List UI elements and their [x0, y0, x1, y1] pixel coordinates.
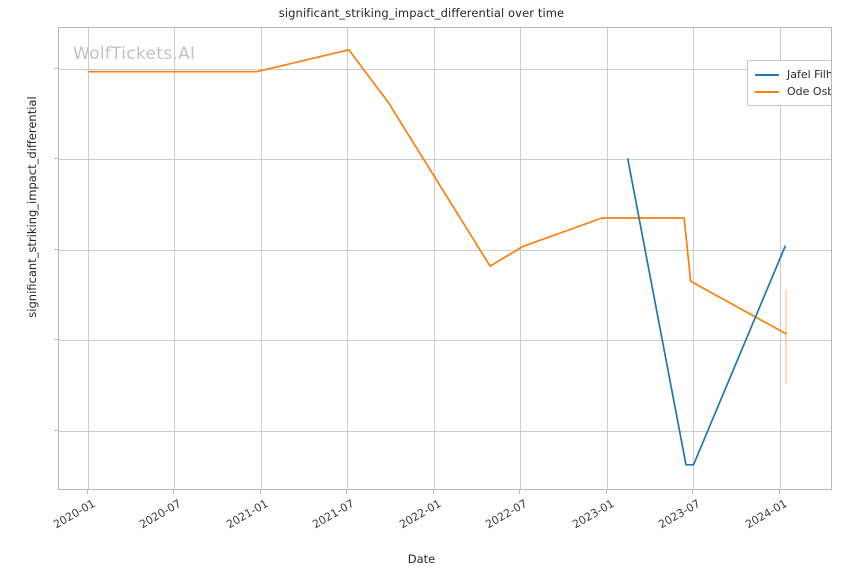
xtick-label: 2021-01: [224, 497, 271, 532]
ytick-mark: [54, 68, 58, 69]
y-axis-label: significant_striking_impact_differential: [25, 96, 39, 318]
xtick-label: 2021-07: [310, 497, 357, 532]
gridline-horizontal: [59, 431, 831, 432]
xtick-label: 2020-01: [51, 497, 98, 532]
gridline-vertical: [520, 28, 521, 489]
series-line-ode-osbourne: [88, 48, 787, 335]
ytick-mark: [54, 339, 58, 340]
ytick-mark: [54, 249, 58, 250]
xtick-label: 2023-07: [656, 497, 703, 532]
gridline-vertical: [88, 28, 89, 489]
xtick-label: 2023-01: [570, 497, 617, 532]
chart-legend: Jafel Filho Ode Osbourne: [747, 60, 831, 106]
legend-item-jafel-filho[interactable]: Jafel Filho: [755, 66, 831, 83]
gridline-vertical: [607, 28, 608, 489]
gridline-horizontal: [59, 159, 831, 160]
ytick-mark: [54, 158, 58, 159]
xtick-mark: [87, 490, 88, 494]
gridline-vertical: [174, 28, 175, 489]
x-axis-label: Date: [407, 552, 436, 566]
gridline-vertical: [434, 28, 435, 489]
xtick-label: 2022-01: [397, 497, 444, 532]
xtick-mark: [260, 490, 261, 494]
legend-swatch-orange: [755, 90, 779, 93]
gridline-vertical: [693, 28, 694, 489]
gridline-horizontal: [59, 69, 831, 70]
xtick-mark: [433, 490, 434, 494]
legend-swatch-blue: [755, 73, 779, 76]
xtick-mark: [692, 490, 693, 494]
xtick-label: 2020-07: [137, 497, 184, 532]
gridline-vertical: [261, 28, 262, 489]
series-plot: [88, 48, 787, 466]
xtick-mark: [346, 490, 347, 494]
gridline-vertical: [347, 28, 348, 489]
legend-item-ode-osbourne[interactable]: Ode Osbourne: [755, 83, 831, 100]
legend-label: Ode Osbourne: [787, 85, 831, 98]
xtick-mark: [606, 490, 607, 494]
plot-area: WolfTickets.AI Jafel Filho Ode Osbo: [58, 27, 832, 490]
legend-label: Jafel Filho: [787, 68, 831, 81]
xtick-mark: [519, 490, 520, 494]
gridline-horizontal: [59, 340, 831, 341]
xtick-label: 2024-01: [743, 497, 790, 532]
xtick-mark: [173, 490, 174, 494]
xtick-mark: [779, 490, 780, 494]
xtick-label: 2022-07: [483, 497, 530, 532]
chart-title: significant_striking_impact_differential…: [278, 6, 565, 20]
gridline-horizontal: [59, 250, 831, 251]
series-line-jafel-filho: [626, 158, 786, 466]
ytick-mark: [54, 430, 58, 431]
